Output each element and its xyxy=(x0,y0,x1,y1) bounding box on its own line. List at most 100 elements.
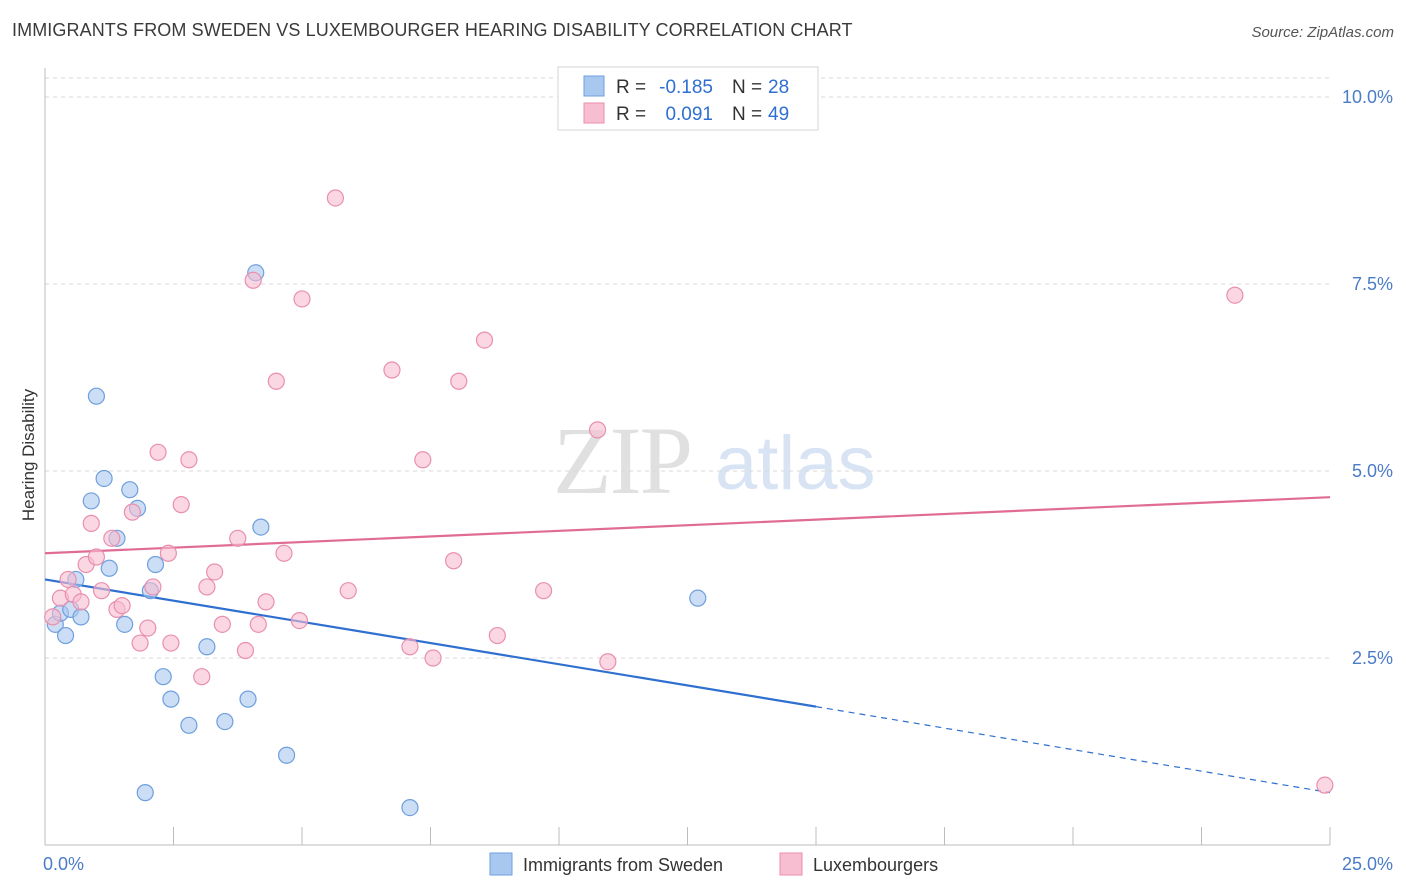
luxembourger-point xyxy=(290,611,309,630)
sweden-point xyxy=(116,615,134,633)
sweden-point xyxy=(216,712,234,731)
luxembourger-point xyxy=(139,619,157,637)
sweden-trend-line xyxy=(44,578,817,708)
luxembourger-point xyxy=(123,503,141,521)
sweden-point xyxy=(198,638,216,656)
sweden-point xyxy=(239,690,257,708)
luxembourger-trend-line xyxy=(44,496,1331,555)
luxembourger-point xyxy=(475,331,494,349)
luxembourger-point xyxy=(229,529,247,547)
sweden-point xyxy=(277,746,296,764)
bottom-legend-swatch xyxy=(489,852,513,876)
trend-lines xyxy=(44,496,1331,794)
sweden-point xyxy=(162,690,180,708)
luxembourger-point xyxy=(257,593,275,611)
luxembourger-point xyxy=(267,372,285,390)
sweden-point xyxy=(252,518,270,536)
luxembourger-point xyxy=(534,582,553,600)
sweden-trend-extension xyxy=(815,706,1331,794)
luxembourger-point xyxy=(383,361,401,379)
luxembourger-point xyxy=(206,563,224,581)
data-points xyxy=(44,189,1334,817)
luxembourger-point xyxy=(82,514,100,532)
luxembourger-point xyxy=(249,615,267,633)
luxembourger-point xyxy=(180,451,198,469)
luxembourger-point xyxy=(424,649,442,667)
legend-n-value: 28 xyxy=(768,77,789,98)
sweden-point xyxy=(146,555,165,574)
legend-n-label: N = xyxy=(732,104,762,125)
luxembourger-point xyxy=(103,529,121,547)
chart-source: Source: ZipAtlas.com xyxy=(1251,24,1394,41)
luxembourger-point xyxy=(488,626,506,645)
legend-r-label: R = xyxy=(616,104,646,125)
sweden-point xyxy=(72,608,90,626)
sweden-point xyxy=(56,626,75,645)
bottom-legend-swatch xyxy=(779,852,803,876)
luxembourger-point xyxy=(588,421,607,439)
legend-r-label: R = xyxy=(616,77,646,98)
sweden-point xyxy=(401,798,419,817)
tick-labels: 2.5% 5.0% 7.5% 10.0% 0.0% 25.0% xyxy=(43,87,1393,874)
axes xyxy=(44,68,1331,846)
luxembourger-point xyxy=(401,638,419,656)
sweden-point xyxy=(100,559,118,577)
y-tick-label: 2.5% xyxy=(1352,648,1393,668)
y-tick-label: 7.5% xyxy=(1352,274,1393,294)
luxembourger-point xyxy=(293,290,311,308)
luxembourger-point xyxy=(87,548,106,566)
luxembourger-point xyxy=(275,544,293,562)
x-tick-label: 0.0% xyxy=(43,854,84,874)
luxembourger-point xyxy=(213,615,231,633)
watermark: ZIP atlas xyxy=(553,407,876,514)
sweden-point xyxy=(95,469,113,488)
y-tick-label: 10.0% xyxy=(1342,87,1393,107)
luxembourger-point xyxy=(92,582,111,600)
legend-r-value: -0.185 xyxy=(659,77,713,98)
luxembourger-point xyxy=(72,593,90,611)
luxembourger-point xyxy=(445,552,463,570)
legend-r-value: 0.091 xyxy=(665,104,713,125)
watermark-zip: ZIP xyxy=(553,407,691,514)
luxembourger-point xyxy=(162,634,180,652)
sweden-point xyxy=(154,668,172,686)
watermark-atlas: atlas xyxy=(715,421,876,506)
luxembourger-point xyxy=(414,451,432,469)
luxembourger-point xyxy=(236,641,255,660)
luxembourger-point xyxy=(113,597,131,615)
sweden-point xyxy=(136,784,154,802)
bottom-legend: Immigrants from Sweden Luxembourgers xyxy=(489,852,938,876)
luxembourger-point xyxy=(193,668,211,686)
sweden-point xyxy=(82,492,100,510)
y-axis-label: Hearing Disability xyxy=(19,388,38,521)
luxembourger-point xyxy=(144,578,162,596)
legend-swatch xyxy=(583,75,605,97)
stats-legend: R = -0.185 N = 28 R = 0.091 N = 49 xyxy=(557,66,819,131)
luxembourger-point xyxy=(149,443,167,461)
bottom-legend-label: Immigrants from Sweden xyxy=(523,855,723,875)
sweden-point xyxy=(689,589,707,607)
luxembourger-point xyxy=(450,372,468,390)
legend-swatch xyxy=(583,102,605,124)
luxembourger-point xyxy=(326,189,345,207)
luxembourger-point xyxy=(599,653,617,671)
luxembourger-point xyxy=(244,271,262,289)
legend-n-label: N = xyxy=(732,77,762,98)
luxembourger-point xyxy=(1226,286,1244,304)
luxembourger-point xyxy=(198,578,216,596)
x-tick-label: 25.0% xyxy=(1342,854,1393,874)
luxembourger-point xyxy=(172,496,190,514)
chart-title: IMMIGRANTS FROM SWEDEN VS LUXEMBOURGER H… xyxy=(12,20,853,40)
bottom-legend-label: Luxembourgers xyxy=(813,855,938,875)
legend-n-value: 49 xyxy=(768,104,789,125)
gridlines xyxy=(45,77,1330,659)
sweden-point xyxy=(180,716,198,734)
sweden-point xyxy=(121,481,139,499)
luxembourger-point xyxy=(339,582,357,600)
luxembourger-point xyxy=(1316,776,1334,794)
sweden-point xyxy=(87,387,106,405)
luxembourger-point xyxy=(44,608,62,626)
luxembourger-point xyxy=(59,570,77,589)
luxembourger-point xyxy=(159,544,177,562)
